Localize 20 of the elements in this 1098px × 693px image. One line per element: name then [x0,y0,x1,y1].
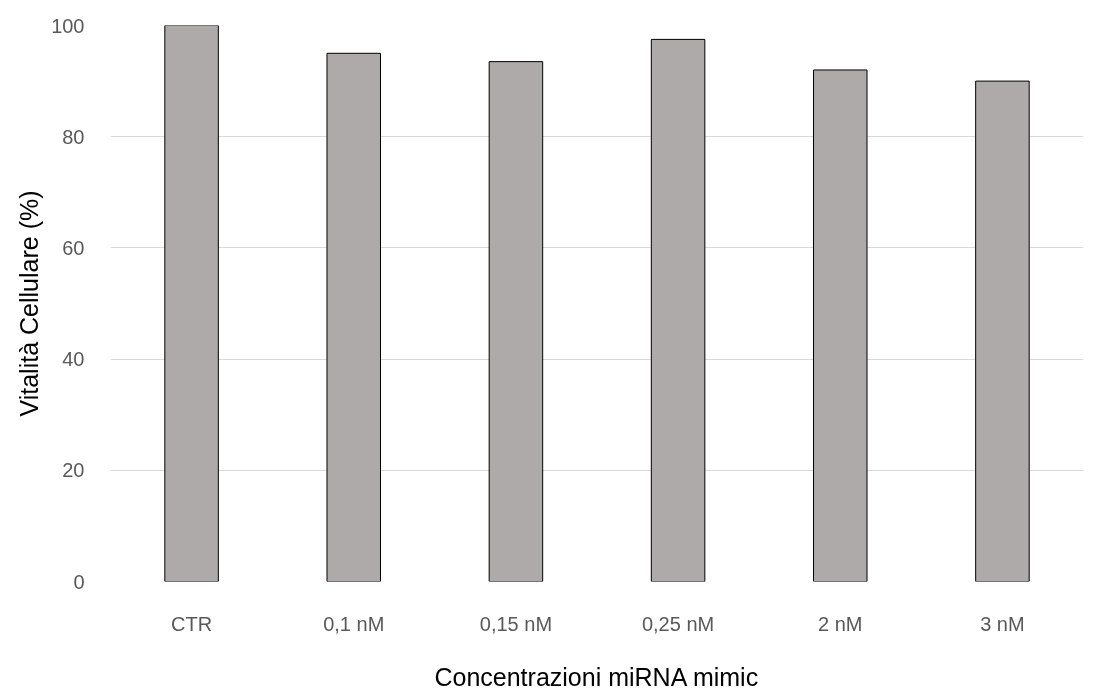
y-tick-label: 100 [51,14,85,37]
bar [164,25,219,582]
bar [650,38,706,582]
x-axis-title: Concentrazioni miRNA mimic [434,662,759,691]
y-tick-label: 0 [73,570,85,593]
y-axis-title: Vitalità Cellulare (%) [15,190,44,417]
bar [488,61,544,582]
bar [812,69,868,582]
y-tick-label: 20 [62,459,85,482]
x-tick-label: 0,1 nM [323,612,385,635]
x-tick-label: CTR [171,612,213,635]
x-tick-label: 2 nM [818,612,863,635]
x-tick-label: 0,15 nM [479,612,553,635]
y-tick-label: 40 [62,348,85,371]
y-tick-label: 60 [62,236,85,259]
x-tick-label: 0,25 nM [641,612,715,635]
bar [326,52,382,582]
x-tick-label: 3 nM [980,612,1025,635]
y-tick-label: 80 [62,125,85,148]
bar [975,80,1030,582]
